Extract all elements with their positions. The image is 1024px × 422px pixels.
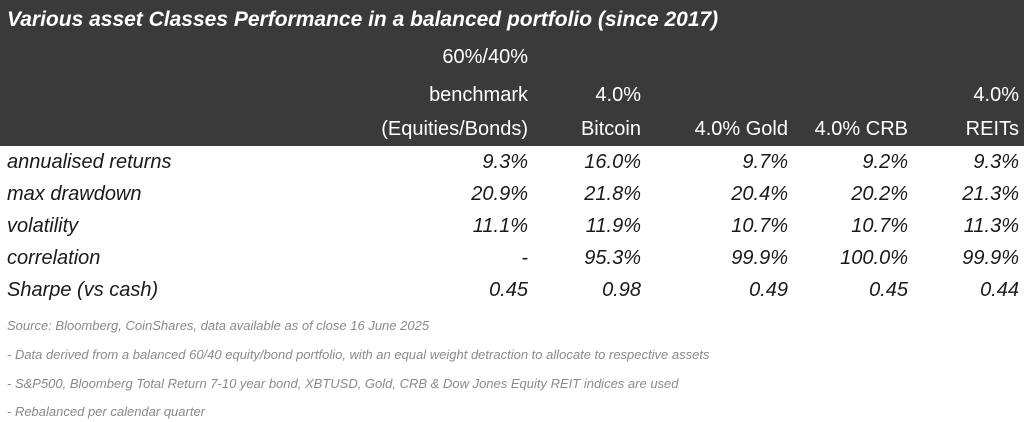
col-header-bitcoin-line1: 4.0% bbox=[595, 84, 641, 106]
row-label: correlation bbox=[7, 247, 101, 269]
cell-crb: 20.2% bbox=[851, 183, 908, 205]
row-label: max drawdown bbox=[7, 183, 142, 205]
source-note: Source: Bloomberg, CoinShares, data avai… bbox=[7, 318, 430, 333]
cell-reits: 11.3% bbox=[963, 215, 1019, 237]
cell-reits: 9.3% bbox=[973, 151, 1019, 173]
cell-benchmark: 11.1% bbox=[472, 215, 528, 237]
footnote-rebalance: - Rebalanced per calendar quarter bbox=[7, 404, 206, 419]
cell-reits: 99.9% bbox=[962, 247, 1019, 269]
col-header-reits-line1: 4.0% bbox=[973, 84, 1019, 106]
cell-bitcoin: 11.9% bbox=[585, 215, 641, 237]
table-row-sharpe: Sharpe (vs cash) 0.45 0.98 0.49 0.45 0.4… bbox=[0, 274, 1024, 306]
cell-benchmark: 20.9% bbox=[471, 183, 528, 205]
cell-bitcoin: 0.98 bbox=[602, 279, 641, 301]
col-header-bitcoin-line2: Bitcoin bbox=[580, 118, 641, 140]
cell-crb: 100.0% bbox=[840, 247, 908, 269]
col-header-benchmark-line2: benchmark bbox=[429, 84, 528, 106]
row-label: Sharpe (vs cash) bbox=[7, 279, 159, 301]
table-row-correlation: correlation - 95.3% 99.9% 100.0% 99.9% bbox=[0, 242, 1024, 274]
row-label: volatility bbox=[7, 215, 79, 237]
cell-bitcoin: 16.0% bbox=[584, 151, 641, 173]
cell-benchmark: 9.3% bbox=[482, 151, 528, 173]
cell-gold: 0.49 bbox=[749, 279, 788, 301]
cell-bitcoin: 21.8% bbox=[584, 183, 641, 205]
cell-gold: 20.4% bbox=[731, 183, 788, 205]
cell-crb: 10.7% bbox=[851, 215, 908, 237]
cell-crb: 0.45 bbox=[869, 279, 908, 301]
table-row-max-drawdown: max drawdown 20.9% 21.8% 20.4% 20.2% 21.… bbox=[0, 178, 1024, 210]
cell-crb: 9.2% bbox=[862, 151, 908, 173]
cell-bitcoin: 95.3% bbox=[584, 247, 641, 269]
cell-reits: 0.44 bbox=[980, 279, 1019, 301]
col-header-crb: 4.0% CRB bbox=[814, 118, 908, 140]
footnote-methodology: - Data derived from a balanced 60/40 equ… bbox=[7, 347, 710, 362]
table-title: Various asset Classes Performance in a b… bbox=[7, 8, 719, 31]
cell-gold: 10.7% bbox=[731, 215, 788, 237]
cell-gold: 9.7% bbox=[742, 151, 788, 173]
table-row-annualised-returns: annualised returns 9.3% 16.0% 9.7% 9.2% … bbox=[0, 146, 1024, 178]
footnote-indices: - S&P500, Bloomberg Total Return 7-10 ye… bbox=[7, 376, 679, 391]
col-header-benchmark-line3: (Equities/Bonds) bbox=[381, 118, 528, 140]
table-header: Various asset Classes Performance in a b… bbox=[0, 0, 1024, 146]
table-row-volatility: volatility 11.1% 11.9% 10.7% 10.7% 11.3% bbox=[0, 210, 1024, 242]
col-header-gold: 4.0% Gold bbox=[694, 118, 788, 140]
row-label: annualised returns bbox=[7, 151, 172, 173]
col-header-benchmark-line1: 60%/40% bbox=[442, 46, 528, 68]
cell-reits: 21.3% bbox=[962, 183, 1019, 205]
col-header-reits-line2: REITs bbox=[965, 118, 1019, 140]
cell-benchmark: - bbox=[521, 247, 528, 269]
cell-gold: 99.9% bbox=[731, 247, 788, 269]
cell-benchmark: 0.45 bbox=[489, 279, 528, 301]
